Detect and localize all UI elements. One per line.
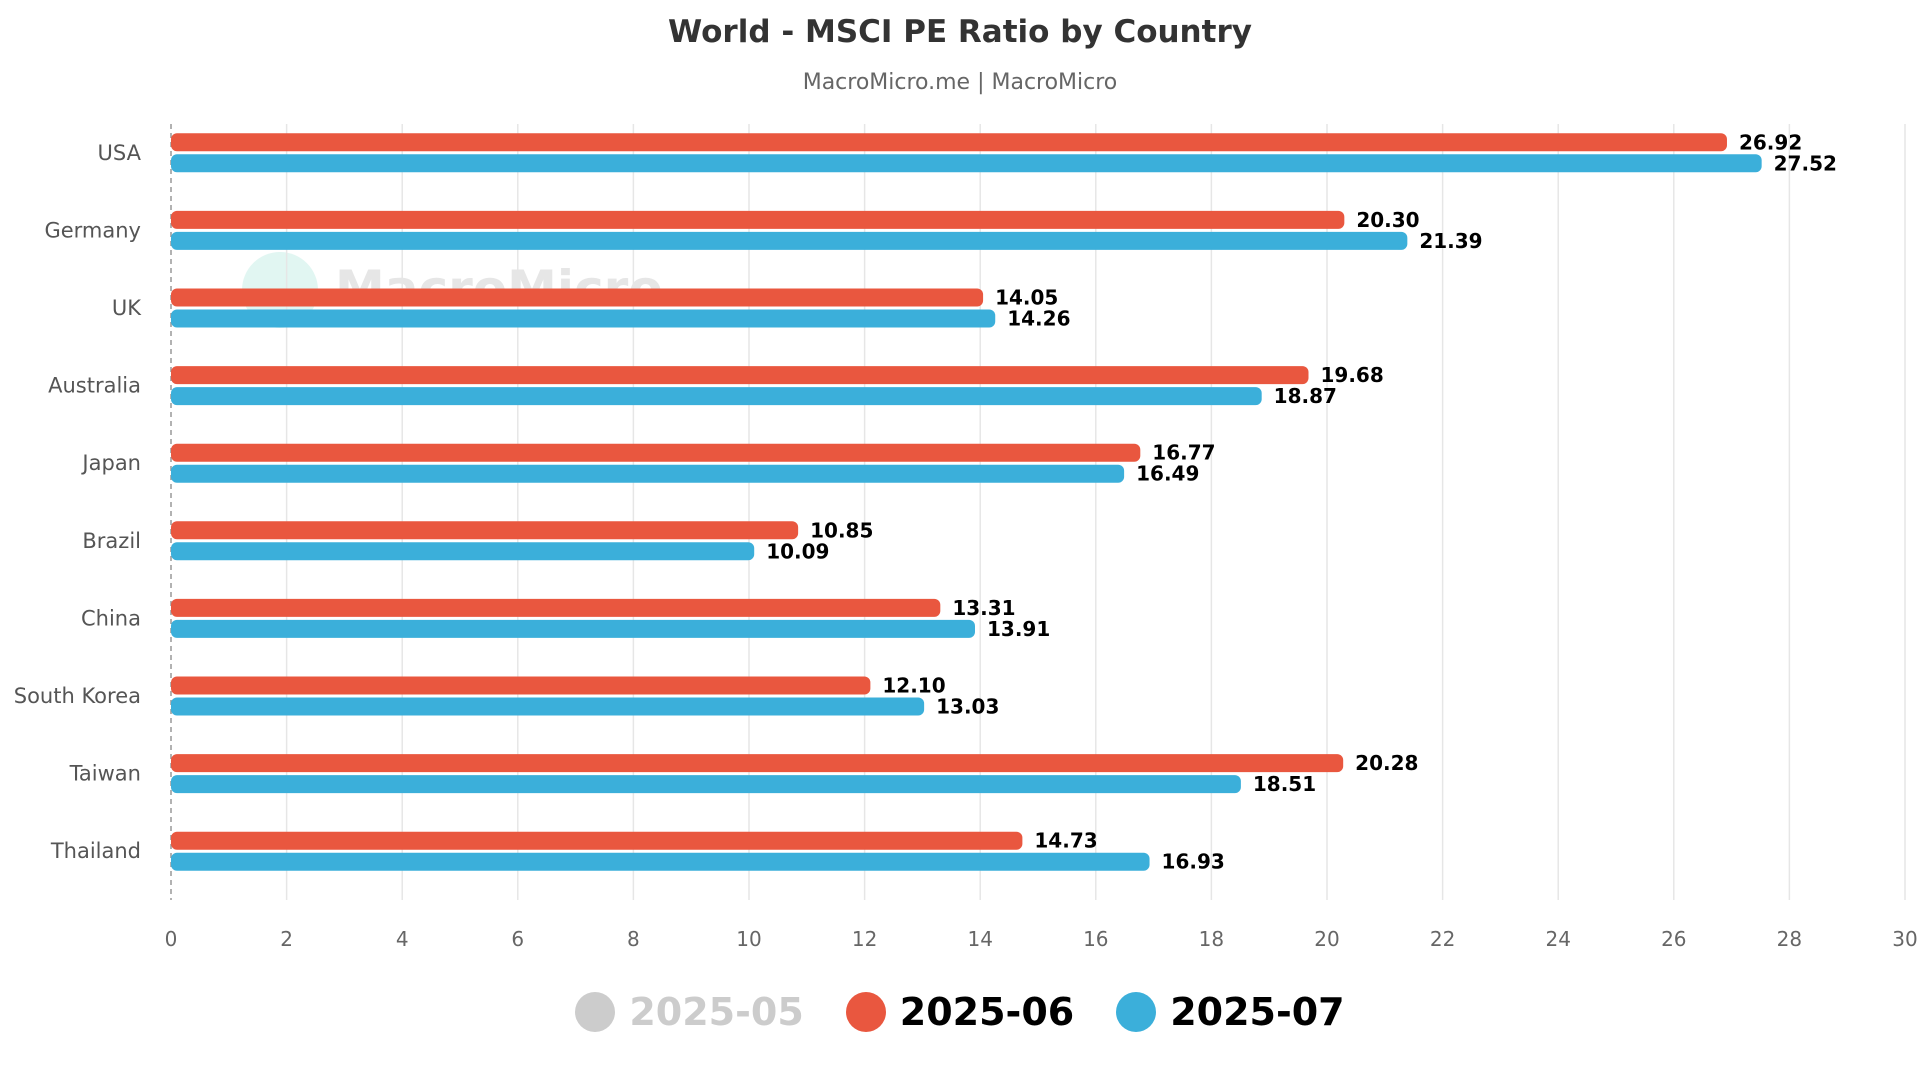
x-tick-label: 6 — [511, 927, 524, 951]
bar — [171, 464, 1125, 483]
data-label: 16.77 — [1152, 441, 1215, 465]
bar — [171, 288, 984, 307]
bar — [171, 387, 1262, 406]
data-label: 20.30 — [1356, 208, 1419, 232]
bar — [171, 210, 1345, 229]
data-label: 20.28 — [1355, 751, 1418, 775]
legend-label: 2025-06 — [899, 990, 1075, 1034]
x-tick-label: 8 — [627, 927, 640, 951]
x-tick-label: 30 — [1892, 927, 1917, 951]
data-label: 10.85 — [810, 518, 873, 542]
data-label: 14.05 — [995, 286, 1058, 310]
x-tick-label: 28 — [1777, 927, 1802, 951]
data-label: 10.09 — [766, 539, 829, 563]
x-tick-label: 14 — [967, 927, 992, 951]
data-label: 13.31 — [952, 596, 1015, 620]
y-category-label: Brazil — [82, 529, 141, 553]
bar — [171, 831, 1023, 850]
bar — [171, 443, 1141, 462]
x-tick-label: 24 — [1545, 927, 1570, 951]
data-label: 14.26 — [1007, 307, 1070, 331]
bar — [171, 754, 1344, 773]
x-tick-label: 0 — [165, 927, 178, 951]
x-tick-label: 12 — [852, 927, 877, 951]
data-label: 27.52 — [1774, 151, 1837, 175]
y-category-label: China — [81, 606, 141, 630]
y-category-label: USA — [98, 141, 142, 165]
x-tick-label: 18 — [1199, 927, 1224, 951]
x-tick-label: 2 — [280, 927, 293, 951]
x-tick-label: 4 — [396, 927, 409, 951]
bar — [171, 231, 1408, 250]
y-category-label: UK — [112, 296, 142, 320]
bar — [171, 309, 996, 328]
data-label: 13.03 — [936, 695, 999, 719]
bar — [171, 775, 1241, 794]
bar — [171, 521, 799, 540]
bar — [171, 366, 1309, 385]
y-category-label: Japan — [80, 451, 141, 475]
y-category-label: Taiwan — [69, 762, 141, 786]
y-category-label: Germany — [44, 218, 141, 242]
data-label: 18.87 — [1274, 384, 1337, 408]
legend: 2025-05 2025-06 2025-07 — [0, 990, 1920, 1034]
bar — [171, 697, 925, 716]
data-label: 12.10 — [882, 674, 945, 698]
chart-subtitle: MacroMicro.me | MacroMicro — [802, 70, 1118, 95]
x-tick-label: 26 — [1661, 927, 1686, 951]
legend-swatch-icon — [1116, 992, 1157, 1032]
data-label: 13.91 — [987, 617, 1050, 641]
x-tick-label: 20 — [1314, 927, 1339, 951]
y-category-label: Australia — [48, 374, 141, 398]
data-label: 16.49 — [1136, 462, 1199, 486]
data-label: 21.39 — [1419, 229, 1482, 253]
legend-swatch-icon — [575, 992, 616, 1032]
bar — [171, 154, 1762, 173]
x-tick-label: 10 — [736, 927, 761, 951]
legend-swatch-icon — [845, 992, 886, 1032]
bar — [171, 133, 1727, 152]
legend-item-2025-06[interactable]: 2025-06 — [845, 990, 1075, 1034]
data-label: 14.73 — [1034, 829, 1097, 853]
bar — [171, 619, 975, 638]
chart-title: World - MSCI PE Ratio by Country — [668, 14, 1252, 50]
data-label: 19.68 — [1321, 363, 1384, 387]
x-tick-label: 22 — [1430, 927, 1455, 951]
y-category-label: South Korea — [14, 684, 141, 708]
legend-label: 2025-07 — [1170, 990, 1345, 1034]
bar — [171, 852, 1150, 871]
data-label: 16.93 — [1162, 850, 1225, 874]
data-label: 18.51 — [1253, 772, 1316, 796]
bar — [171, 676, 871, 695]
bar — [171, 598, 941, 617]
bar — [171, 542, 755, 561]
legend-label: 2025-05 — [629, 990, 804, 1034]
y-category-label: Thailand — [50, 839, 141, 863]
legend-item-2025-07[interactable]: 2025-07 — [1116, 990, 1345, 1034]
data-label: 26.92 — [1739, 130, 1802, 154]
legend-item-2025-05[interactable]: 2025-05 — [575, 990, 804, 1034]
x-tick-label: 16 — [1083, 927, 1108, 951]
